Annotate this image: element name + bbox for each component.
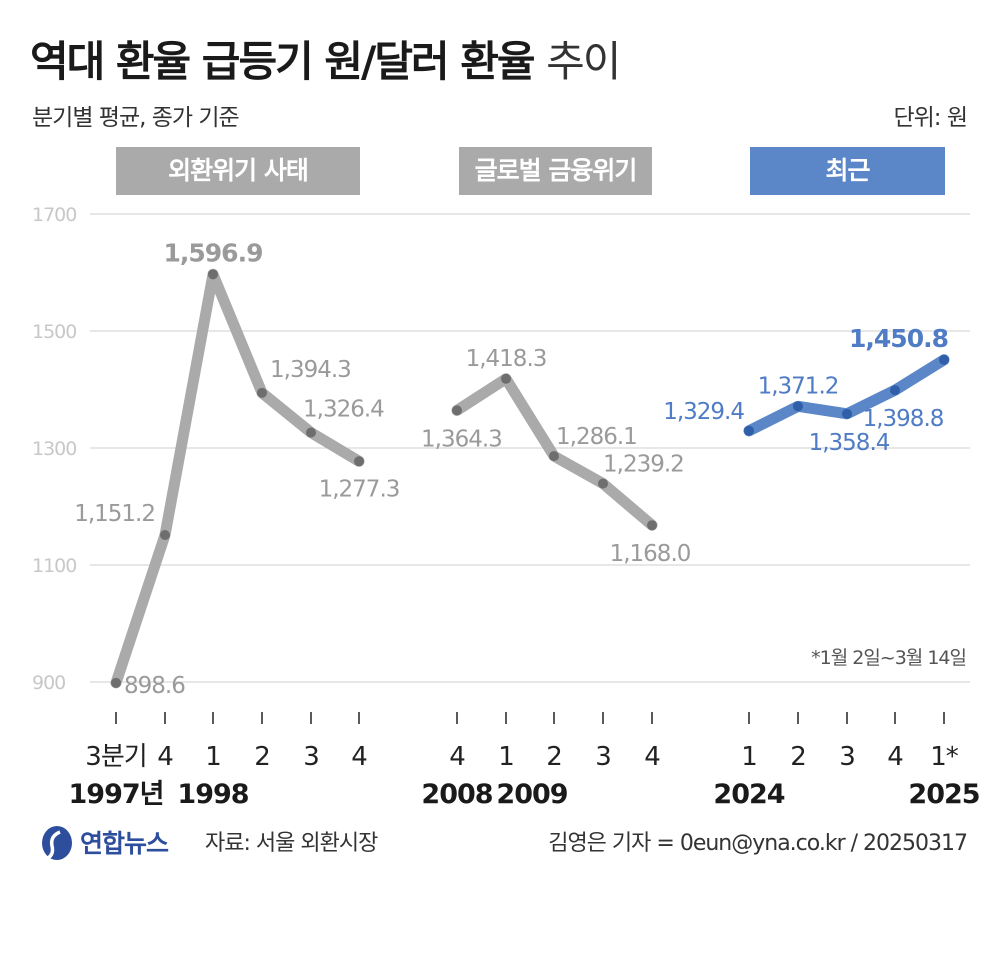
data-label: 1,450.8 (849, 324, 948, 353)
data-point (501, 373, 511, 384)
x-tick-label: 1 (741, 742, 757, 772)
x-tick-label: 2 (790, 742, 806, 772)
series-line (110, 268, 365, 689)
period-banner-asian-crisis: 외환위기 사태 (116, 147, 360, 195)
data-label: 898.6 (124, 673, 185, 699)
data-point (842, 408, 852, 419)
yonhap-logo-icon (42, 826, 72, 860)
x-tick-label: 3 (839, 742, 855, 772)
data-label: 1,286.1 (556, 424, 637, 450)
data-point (939, 354, 949, 365)
data-label: 1,418.3 (466, 346, 547, 372)
data-label: 1,398.8 (863, 406, 944, 432)
data-point (793, 401, 803, 412)
period-banner-financial-crisis: 글로벌 금융위기 (459, 147, 652, 195)
x-tick-label: 2 (546, 742, 562, 772)
y-tick-label: 1500 (32, 321, 76, 343)
data-point (208, 269, 218, 280)
x-year-label: 2008 (421, 779, 492, 810)
x-tick-label: 4 (644, 742, 660, 772)
data-label: 1,364.3 (421, 426, 502, 452)
credit-text: 김영은 기자 = 0eun@yna.co.kr / 20250317 (548, 831, 968, 856)
title-main: 역대 환율 급등기 원/달러 환율 (30, 37, 536, 86)
data-point (257, 387, 267, 398)
y-tick-label: 1100 (32, 555, 76, 577)
data-point (549, 451, 559, 462)
period-banner-recent: 최근 (750, 147, 945, 195)
x-year-label: 1998 (177, 779, 248, 810)
x-tick-label: 4 (449, 742, 465, 772)
data-point (452, 405, 462, 416)
x-tick-label: 2 (254, 742, 270, 772)
x-year-label: 1997년 (69, 779, 164, 810)
x-year-label: 2024 (713, 779, 784, 810)
x-tick-label: 1 (498, 742, 514, 772)
subtitle: 분기별 평균, 종가 기준 (32, 105, 240, 131)
data-label: 1,151.2 (74, 501, 155, 527)
data-point (598, 478, 608, 489)
source-text: 자료: 서울 외환시장 (205, 831, 378, 856)
data-point (306, 427, 316, 438)
title-suffix: 추이 (546, 37, 621, 86)
y-tick-label: 1700 (32, 204, 76, 226)
x-tick-label: 3분기 (85, 742, 146, 772)
data-point (890, 385, 900, 396)
x-tick-label: 4 (887, 742, 903, 772)
data-point (744, 425, 754, 436)
data-label: 1,168.0 (610, 541, 691, 567)
data-label: 1,277.3 (319, 476, 400, 502)
data-point (111, 677, 121, 688)
data-point (354, 456, 364, 467)
page-title: 역대 환율 급등기 원/달러 환율 추이 (30, 28, 621, 89)
data-label: 1,596.9 (164, 238, 263, 267)
data-point (160, 530, 170, 541)
x-tick-label: 4 (157, 742, 173, 772)
data-point (647, 520, 657, 531)
x-tick-label: 1* (930, 742, 959, 772)
data-label: 1,239.2 (603, 452, 684, 478)
unit-label: 단위: 원 (893, 105, 968, 131)
x-tick-label: 4 (351, 742, 367, 772)
x-tick-label: 3 (303, 742, 319, 772)
data-label: 1,329.4 (663, 399, 744, 425)
data-label: 1,394.3 (270, 357, 351, 383)
x-year-label: 2009 (496, 779, 567, 810)
y-tick-label: 1300 (32, 438, 76, 460)
x-tick-label: 3 (595, 742, 611, 772)
data-label: 1,358.4 (809, 430, 890, 456)
x-tick-label: 1 (205, 742, 221, 772)
yonhap-logo-text: 연합뉴스 (80, 829, 169, 858)
data-label: 1,326.4 (303, 397, 384, 423)
footnote-annotation: *1월 2일~3월 14일 (811, 647, 966, 669)
x-year-label: 2025 (908, 779, 979, 810)
data-label: 1,371.2 (758, 373, 839, 399)
y-tick-label: 900 (32, 672, 65, 694)
